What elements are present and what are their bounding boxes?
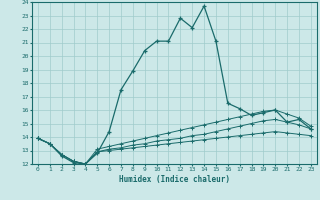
X-axis label: Humidex (Indice chaleur): Humidex (Indice chaleur) <box>119 175 230 184</box>
